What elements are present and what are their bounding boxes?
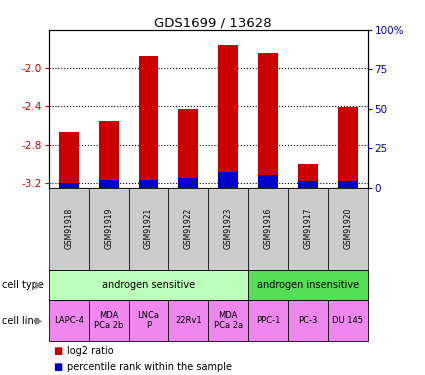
Bar	[59, 132, 79, 188]
Bar	[178, 178, 198, 188]
Bar	[208, 300, 248, 341]
Text: percentile rank within the sample: percentile rank within the sample	[67, 362, 232, 372]
Bar	[99, 121, 119, 188]
Bar	[328, 300, 368, 341]
Bar	[49, 188, 89, 270]
Text: GSM91920: GSM91920	[343, 208, 352, 249]
Bar	[248, 188, 288, 270]
Text: GSM91918: GSM91918	[64, 208, 73, 249]
Text: GSM91921: GSM91921	[144, 208, 153, 249]
Bar	[178, 109, 198, 188]
Text: ■: ■	[53, 346, 62, 356]
Text: GSM91923: GSM91923	[224, 208, 232, 249]
Bar	[139, 56, 159, 188]
Bar	[288, 300, 328, 341]
Text: DU 145: DU 145	[332, 316, 363, 325]
Bar	[128, 300, 168, 341]
Text: ■: ■	[53, 362, 62, 372]
Bar	[298, 181, 318, 188]
Text: MDA
PCa 2a: MDA PCa 2a	[214, 311, 243, 330]
Text: log2 ratio: log2 ratio	[67, 346, 113, 356]
Bar	[258, 53, 278, 188]
Bar	[168, 300, 208, 341]
Text: 22Rv1: 22Rv1	[175, 316, 201, 325]
Bar	[218, 45, 238, 188]
Text: androgen sensitive: androgen sensitive	[102, 280, 195, 290]
Text: LNCa
P: LNCa P	[137, 311, 159, 330]
Bar	[258, 175, 278, 188]
Bar	[288, 188, 328, 270]
Text: GSM91916: GSM91916	[264, 208, 272, 249]
Text: LAPC-4: LAPC-4	[54, 316, 84, 325]
Text: PC-3: PC-3	[298, 316, 317, 325]
Text: cell type: cell type	[2, 280, 44, 290]
Bar	[338, 107, 358, 188]
Bar	[328, 188, 368, 270]
Bar	[168, 188, 208, 270]
Bar	[59, 183, 79, 188]
Text: GSM91917: GSM91917	[303, 208, 312, 249]
Text: cell line: cell line	[2, 316, 40, 326]
Bar	[208, 188, 248, 270]
Bar	[99, 180, 119, 188]
Bar	[89, 188, 128, 270]
Text: androgen insensitive: androgen insensitive	[257, 280, 359, 290]
Text: GSM91919: GSM91919	[104, 208, 113, 249]
Bar	[49, 300, 89, 341]
Bar	[49, 270, 248, 300]
Text: ▶: ▶	[34, 316, 42, 326]
Bar	[248, 300, 288, 341]
Text: GSM91922: GSM91922	[184, 208, 193, 249]
Bar	[298, 164, 318, 188]
Bar	[128, 188, 168, 270]
Bar	[139, 180, 159, 188]
Text: ▶: ▶	[34, 280, 42, 290]
Bar	[218, 172, 238, 188]
Text: PPC-1: PPC-1	[256, 316, 280, 325]
Bar	[338, 181, 358, 188]
Bar	[89, 300, 128, 341]
Text: GDS1699 / 13628: GDS1699 / 13628	[154, 17, 271, 30]
Bar	[248, 270, 368, 300]
Text: MDA
PCa 2b: MDA PCa 2b	[94, 311, 123, 330]
